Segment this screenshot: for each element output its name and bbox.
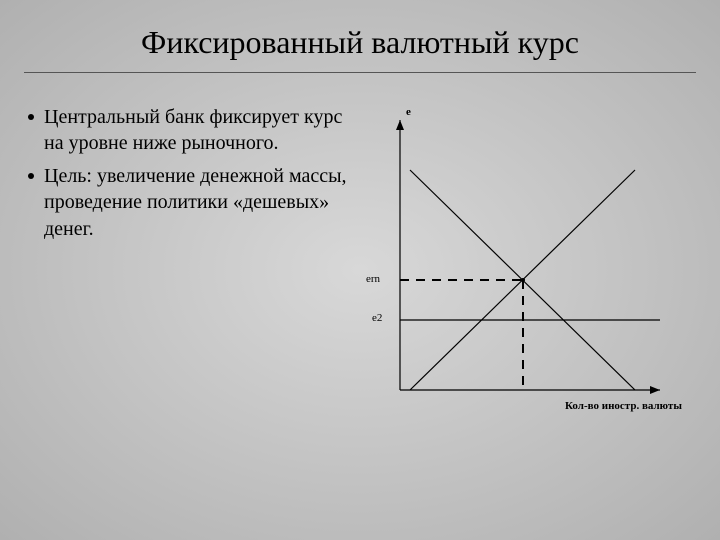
list-item: Центральный банк фиксирует курс на уровн… (28, 104, 348, 157)
chart-svg (360, 100, 700, 440)
bullet-text: Центральный банк фиксирует курс на уровн… (44, 104, 348, 157)
bullet-dot-icon (28, 173, 34, 179)
title-text: Фиксированный валютный курс (141, 24, 579, 60)
bullet-dot-icon (28, 114, 34, 120)
y-axis-label: e (406, 106, 411, 118)
tick-label-e2: e2 (372, 312, 382, 324)
page-title: Фиксированный валютный курс (0, 24, 720, 61)
bullet-text: Цель: увеличение денежной массы, проведе… (44, 163, 348, 242)
title-underline (24, 72, 696, 73)
supply-demand-chart: e Кол-во иностр. валюты ern e2 (360, 100, 700, 440)
bullet-list: Центральный банк фиксирует курс на уровн… (28, 104, 348, 248)
x-axis-label: Кол-во иностр. валюты (565, 400, 682, 412)
list-item: Цель: увеличение денежной массы, проведе… (28, 163, 348, 242)
tick-label-ern: ern (366, 273, 380, 285)
